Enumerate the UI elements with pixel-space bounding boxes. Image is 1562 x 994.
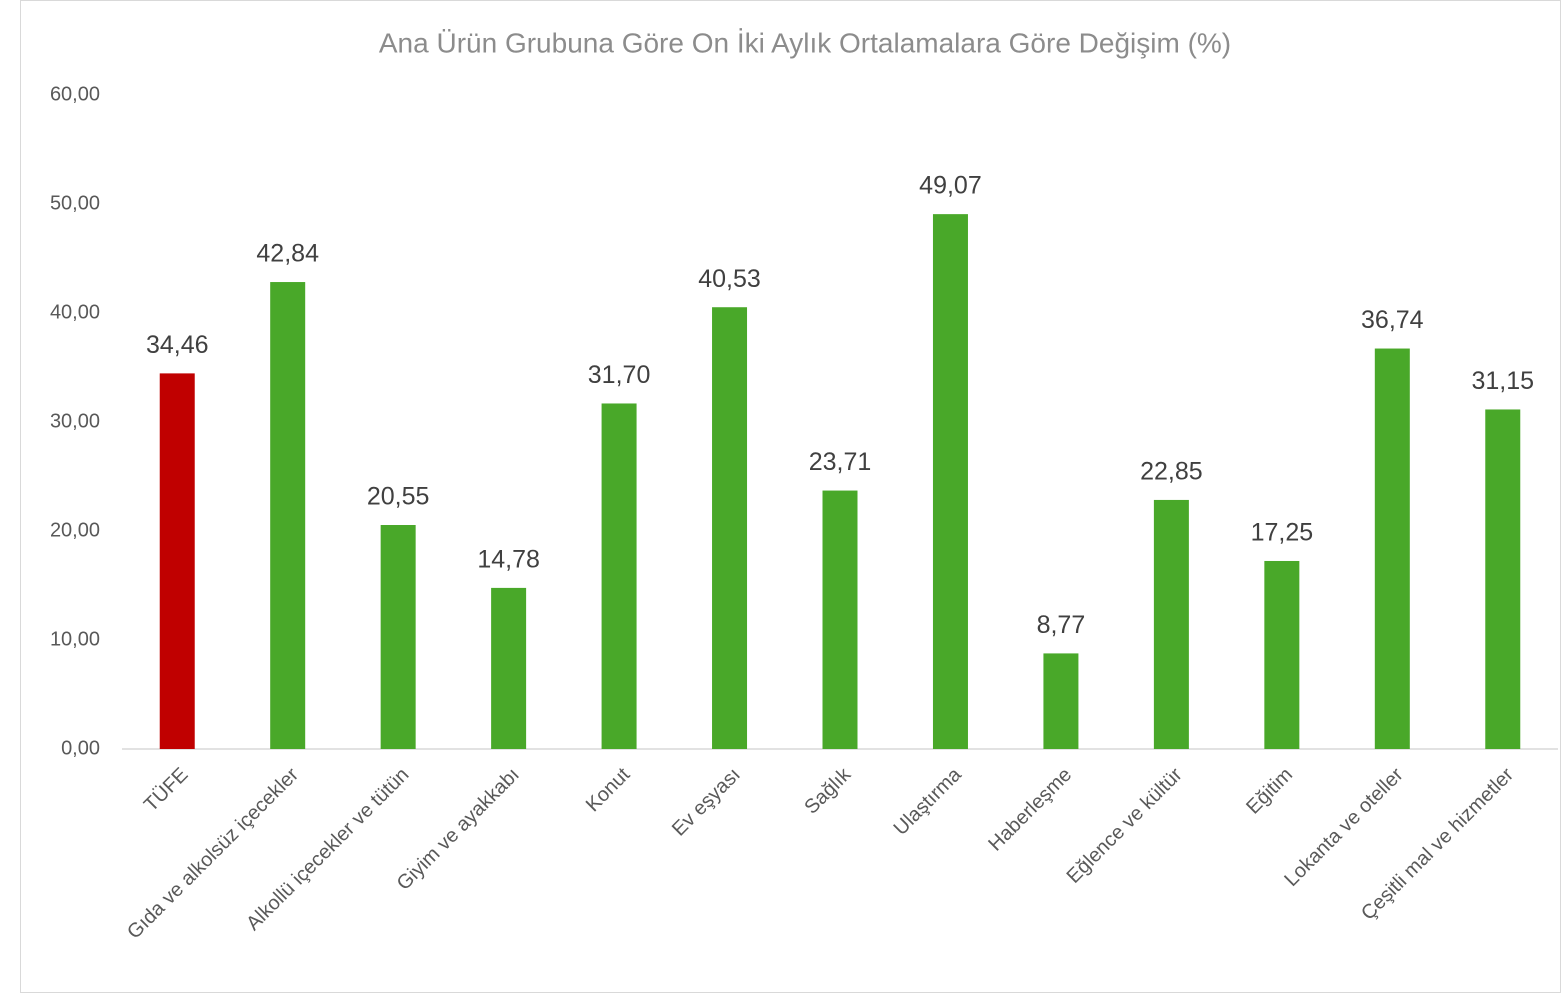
bar [1485,409,1521,749]
data-label: 14,78 [477,546,540,574]
y-tick-label: 30,00 [50,410,100,432]
chart-title: Ana Ürün Grubuna Göre On İki Aylık Ortal… [379,27,1231,58]
bar [270,282,306,749]
y-tick-label: 20,00 [50,519,100,541]
y-tick-label: 50,00 [50,192,100,214]
bar [1264,560,1300,749]
bar [712,307,748,749]
bar [932,214,968,750]
data-label: 17,25 [1251,519,1314,547]
data-label: 8,77 [1037,611,1086,639]
y-tick-label: 40,00 [50,301,100,323]
bar [822,490,858,749]
bar [1153,499,1189,749]
bar [601,403,637,749]
y-tick-label: 0,00 [61,737,100,759]
data-label: 31,70 [588,361,651,389]
data-label: 36,74 [1361,306,1424,334]
y-tick-label: 60,00 [50,83,100,105]
bar [380,525,416,749]
data-label: 40,53 [698,265,761,293]
bar [1374,348,1410,749]
data-label: 34,46 [146,331,209,359]
data-label: 20,55 [367,483,430,511]
data-label: 49,07 [919,172,982,200]
data-label: 22,85 [1140,458,1203,486]
bar [159,373,195,749]
data-label: 31,15 [1471,367,1534,395]
y-tick-label: 10,00 [50,628,100,650]
data-label: 42,84 [256,240,319,268]
bar [491,587,527,749]
bar [1043,653,1079,749]
data-label: 23,71 [809,448,872,476]
